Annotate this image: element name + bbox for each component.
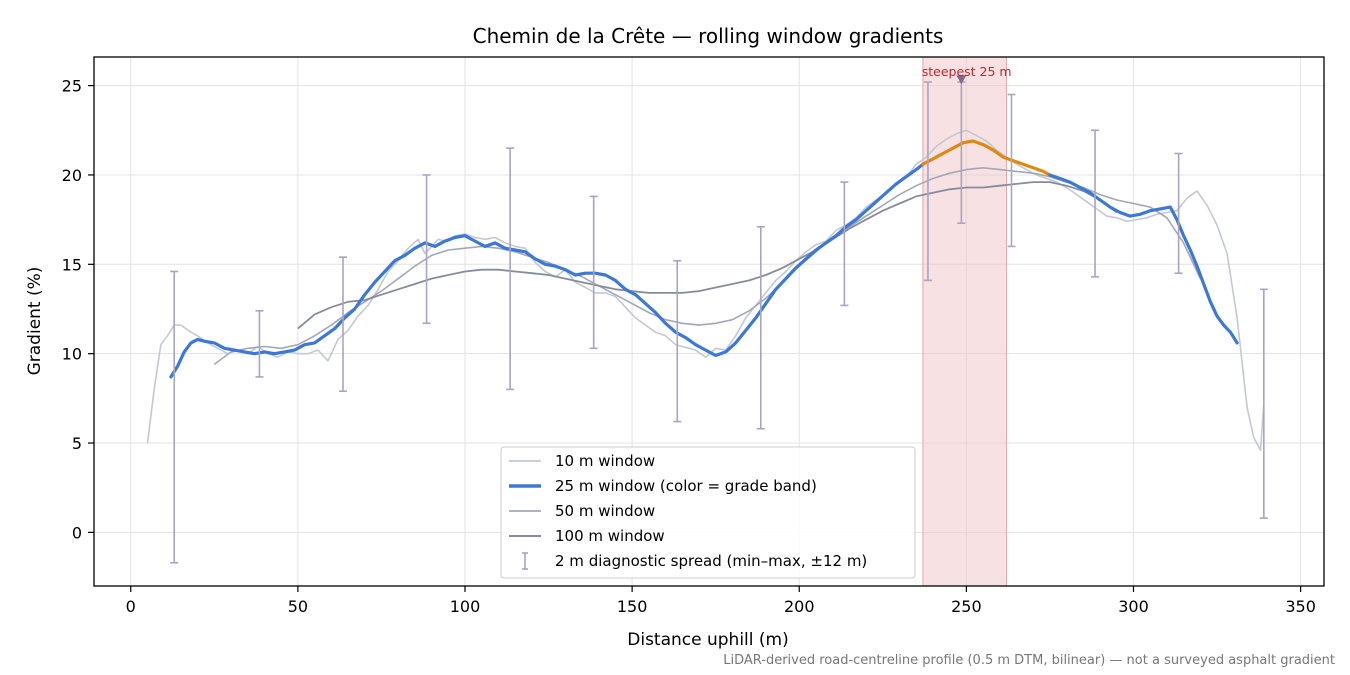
legend-entry-w100: 100 m window bbox=[509, 527, 665, 545]
series-w25-line-a bbox=[169, 162, 925, 379]
legend: 10 m window 25 m window (color = grade ba… bbox=[500, 446, 916, 579]
series-w100-line bbox=[297, 181, 1118, 330]
error-bar bbox=[170, 270, 179, 564]
legend-entry-w25: 25 m window (color = grade band) bbox=[509, 477, 817, 495]
y-tick-label: 5 bbox=[72, 434, 82, 453]
error-bar bbox=[506, 147, 515, 391]
legend-entry-w10: 10 m window bbox=[509, 452, 655, 470]
plot-frame bbox=[93, 56, 1325, 587]
error-bar bbox=[923, 81, 932, 282]
x-tick-label: 100 bbox=[450, 597, 481, 616]
legend-label: 10 m window bbox=[555, 452, 655, 470]
error-bar bbox=[1259, 288, 1268, 519]
y-tick-label: 20 bbox=[62, 166, 82, 185]
steepest-marker bbox=[956, 75, 967, 85]
error-bar bbox=[1091, 129, 1100, 278]
series-w25-line-b bbox=[921, 139, 1052, 177]
footnote: LiDAR-derived road-centreline profile (0… bbox=[723, 653, 1335, 668]
x-axis-label: Distance uphill (m) bbox=[627, 630, 788, 650]
chart-title: Chemin de la Crête — rolling window grad… bbox=[473, 24, 944, 48]
series-w50-line bbox=[213, 167, 1202, 366]
legend-label: 25 m window (color = grade band) bbox=[555, 477, 817, 495]
y-tick-label: 0 bbox=[72, 523, 82, 542]
error-bar bbox=[339, 256, 348, 392]
error-bars bbox=[170, 75, 1268, 564]
x-tick-label: 50 bbox=[288, 597, 308, 616]
x-tick-label: 250 bbox=[951, 597, 982, 616]
series-lines bbox=[146, 129, 1265, 452]
legend-label: 50 m window bbox=[555, 502, 655, 520]
error-bar bbox=[255, 309, 264, 378]
steepest-segment-band bbox=[922, 56, 1007, 587]
error-bar bbox=[1007, 93, 1016, 248]
error-bar bbox=[589, 195, 598, 350]
steepest-segment-label: steepest 25 m bbox=[922, 64, 1012, 79]
series-w10-line bbox=[146, 129, 1265, 452]
y-tick-label: 10 bbox=[62, 345, 82, 364]
y-axis-label: Gradient (%) bbox=[25, 267, 45, 376]
legend-label: 100 m window bbox=[555, 527, 665, 545]
error-bar bbox=[840, 181, 849, 307]
y-tick-label: 15 bbox=[62, 255, 82, 274]
error-bar bbox=[673, 259, 682, 423]
y-axis-ticks: 0 5 10 15 20 25 bbox=[62, 77, 94, 542]
x-tick-label: 150 bbox=[617, 597, 648, 616]
error-bar bbox=[756, 225, 765, 430]
error-bar bbox=[1174, 152, 1183, 275]
x-tick-label: 200 bbox=[784, 597, 815, 616]
error-bar bbox=[422, 174, 431, 325]
x-tick-label: 350 bbox=[1285, 597, 1316, 616]
legend-entry-err: 2 m diagnostic spread (min–max, ±12 m) bbox=[522, 552, 867, 570]
x-tick-label: 300 bbox=[1118, 597, 1149, 616]
steepest-band bbox=[922, 56, 1007, 587]
x-axis-ticks: 0 50 100 150 200 250 300 350 bbox=[126, 586, 1316, 616]
series-w25-line-c bbox=[1048, 173, 1239, 345]
legend-entry-w50: 50 m window bbox=[509, 502, 655, 520]
legend-box bbox=[500, 446, 916, 579]
legend-label: 2 m diagnostic spread (min–max, ±12 m) bbox=[555, 552, 867, 570]
y-tick-label: 25 bbox=[62, 77, 82, 96]
x-tick-label: 0 bbox=[126, 597, 136, 616]
